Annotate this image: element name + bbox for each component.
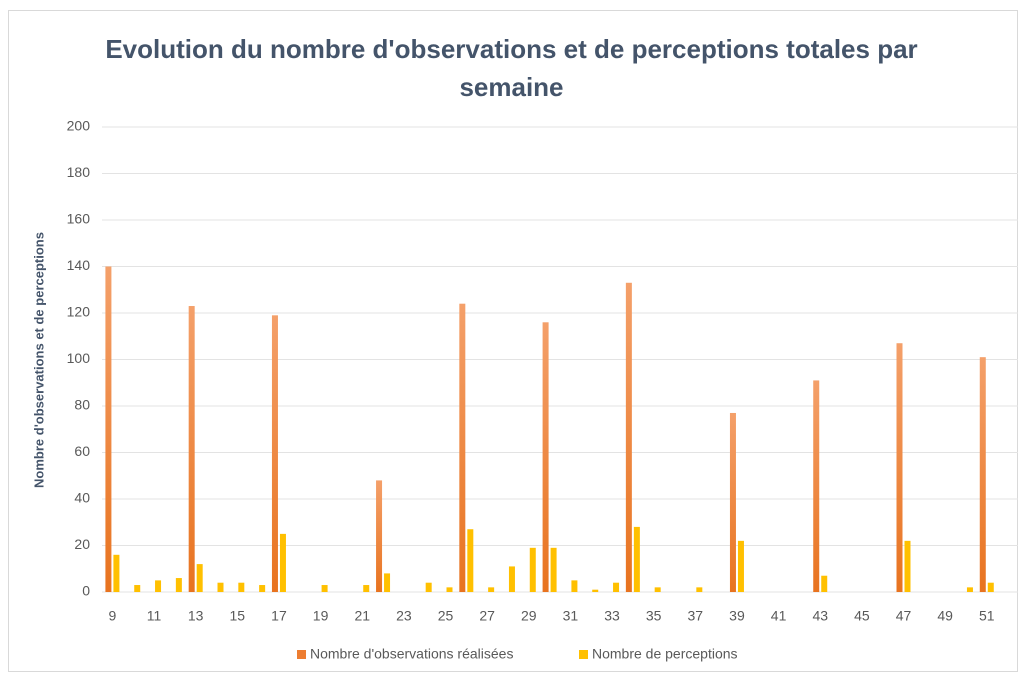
bar — [459, 303, 466, 592]
bar — [188, 306, 195, 592]
bar — [550, 547, 557, 592]
y-tick-label: 200 — [67, 118, 91, 134]
x-tick-label: 41 — [771, 608, 787, 624]
x-tick-label: 45 — [854, 608, 870, 624]
bar — [542, 322, 549, 592]
bar — [979, 357, 986, 592]
x-tick-label: 9 — [109, 608, 117, 624]
bar — [363, 585, 370, 592]
bar — [821, 575, 828, 592]
x-tick-label: 15 — [230, 608, 246, 624]
y-tick-label: 0 — [82, 583, 90, 599]
x-tick-label: 29 — [521, 608, 537, 624]
bar — [571, 580, 578, 592]
x-tick-label: 31 — [563, 608, 579, 624]
y-tick-label: 80 — [74, 397, 90, 413]
x-tick-label: 25 — [438, 608, 454, 624]
x-tick-label: 23 — [396, 608, 412, 624]
bar — [987, 582, 994, 592]
x-tick-label: 47 — [896, 608, 912, 624]
bar — [613, 582, 620, 592]
bar — [105, 266, 112, 592]
bar — [196, 564, 203, 592]
title-box: Evolution du nombre d'observations et de… — [0, 30, 1023, 106]
x-tick-label: 35 — [646, 608, 662, 624]
y-tick-label: 40 — [74, 490, 90, 506]
bar — [134, 585, 141, 592]
bar — [625, 282, 632, 592]
bar — [113, 554, 120, 592]
bar — [279, 533, 286, 592]
y-tick-label: 120 — [67, 304, 91, 320]
bar — [654, 587, 661, 592]
x-tick-label: 49 — [937, 608, 953, 624]
x-tick-label: 51 — [979, 608, 995, 624]
bar — [966, 587, 973, 592]
legend-label: Nombre d'observations réalisées — [310, 646, 513, 662]
bar — [446, 587, 453, 592]
x-tick-label: 27 — [479, 608, 495, 624]
y-tick-label: 180 — [67, 164, 91, 180]
y-tick-label: 140 — [67, 257, 91, 273]
bar — [508, 566, 515, 592]
legend-swatch — [579, 650, 588, 659]
bar — [488, 587, 495, 592]
y-axis-label: Nombre d'observations et de perceptions — [31, 232, 46, 488]
x-tick-label: 21 — [354, 608, 370, 624]
bar — [175, 578, 182, 592]
x-tick-label: 11 — [147, 608, 162, 624]
y-tick-label: 20 — [74, 536, 90, 552]
x-tick-label: 19 — [313, 608, 329, 624]
bar — [271, 315, 278, 592]
bar — [737, 540, 744, 592]
bar — [904, 540, 911, 592]
y-tick-label: 160 — [67, 211, 91, 227]
x-tick-label: 17 — [271, 608, 287, 624]
bar — [592, 589, 599, 592]
x-tick-label: 13 — [188, 608, 204, 624]
bar — [529, 547, 536, 592]
bar — [376, 480, 383, 592]
x-tick-label: 37 — [688, 608, 704, 624]
x-tick-label: 33 — [604, 608, 620, 624]
bar — [155, 580, 162, 592]
bar — [321, 585, 328, 592]
bar — [384, 573, 391, 592]
legend-swatch — [297, 650, 306, 659]
bar — [813, 380, 820, 592]
x-tick-label: 43 — [812, 608, 828, 624]
y-tick-label: 60 — [74, 443, 90, 459]
bar — [696, 587, 703, 592]
bar — [896, 343, 903, 592]
legend-label: Nombre de perceptions — [592, 646, 738, 662]
bar — [425, 582, 432, 592]
chart-title: Evolution du nombre d'observations et de… — [105, 34, 918, 102]
bar — [633, 526, 640, 592]
bar — [729, 412, 736, 592]
bar — [259, 585, 266, 592]
chart-frame — [8, 10, 1018, 672]
bar — [467, 529, 474, 592]
y-tick-label: 100 — [67, 350, 91, 366]
bar — [238, 582, 245, 592]
bar — [217, 582, 224, 592]
x-tick-label: 39 — [729, 608, 745, 624]
